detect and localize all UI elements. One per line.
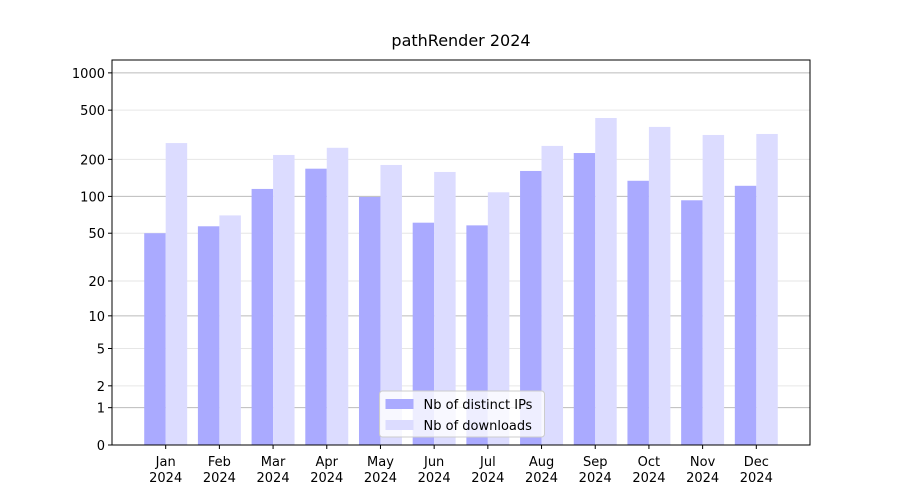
y-tick-label: 2: [97, 380, 105, 395]
legend-swatch: [385, 420, 414, 430]
y-tick-label: 20: [88, 275, 105, 290]
x-tick-label: Jul 2024: [471, 455, 504, 486]
bar: [380, 164, 402, 445]
bar: [273, 154, 295, 445]
y-tick-label: 500: [80, 104, 105, 119]
y-tick-label: 1: [97, 402, 105, 417]
legend-box: [379, 390, 545, 438]
bar: [648, 126, 671, 445]
x-tick-label: May 2024: [364, 455, 397, 486]
bar: [466, 225, 488, 445]
legend-label: Nb of distinct IPs: [424, 398, 533, 413]
bar: [197, 226, 220, 445]
bar: [595, 118, 617, 445]
x-tick-label: Nov 2024: [686, 455, 719, 486]
bar: [520, 170, 542, 445]
y-tick-label: 10: [88, 310, 105, 325]
y-tick-label: 200: [80, 153, 105, 168]
bar: [144, 233, 166, 445]
bar: [734, 185, 757, 446]
bar: [702, 134, 725, 445]
x-tick-label: Mar 2024: [257, 455, 290, 486]
bar: [541, 145, 564, 445]
bar: [412, 222, 435, 445]
bar: [627, 180, 649, 445]
chart-title: pathRender 2024: [391, 31, 530, 50]
x-tick-label: Oct 2024: [632, 455, 665, 486]
x-tick-label: Dec 2024: [740, 455, 773, 486]
x-tick-label: Aug 2024: [525, 455, 558, 486]
x-tick-label: Jan 2024: [149, 455, 182, 486]
bar: [573, 153, 596, 445]
y-tick-label: 50: [88, 227, 105, 242]
y-tick-label: 100: [80, 190, 105, 205]
bar: [358, 196, 381, 445]
bar: [434, 171, 456, 445]
plot-frame: [111, 59, 811, 446]
bar: [219, 215, 241, 445]
bar: [326, 147, 349, 445]
bar: [487, 192, 510, 445]
y-tick-label: 5: [97, 342, 105, 357]
legend-swatch: [385, 399, 414, 409]
y-tick-label: 0: [97, 439, 105, 454]
bar: [165, 143, 188, 445]
y-tick-label: 1000: [72, 67, 105, 82]
x-tick-label: Apr 2024: [310, 455, 343, 486]
bar: [305, 168, 327, 445]
x-tick-label: Feb 2024: [203, 455, 236, 486]
legend-label: Nb of downloads: [424, 419, 533, 434]
bar: [251, 188, 274, 445]
bar: [681, 200, 703, 445]
x-tick-label: Sep 2024: [579, 455, 612, 486]
bar: [756, 133, 778, 446]
x-tick-label: Jun 2024: [418, 455, 451, 486]
